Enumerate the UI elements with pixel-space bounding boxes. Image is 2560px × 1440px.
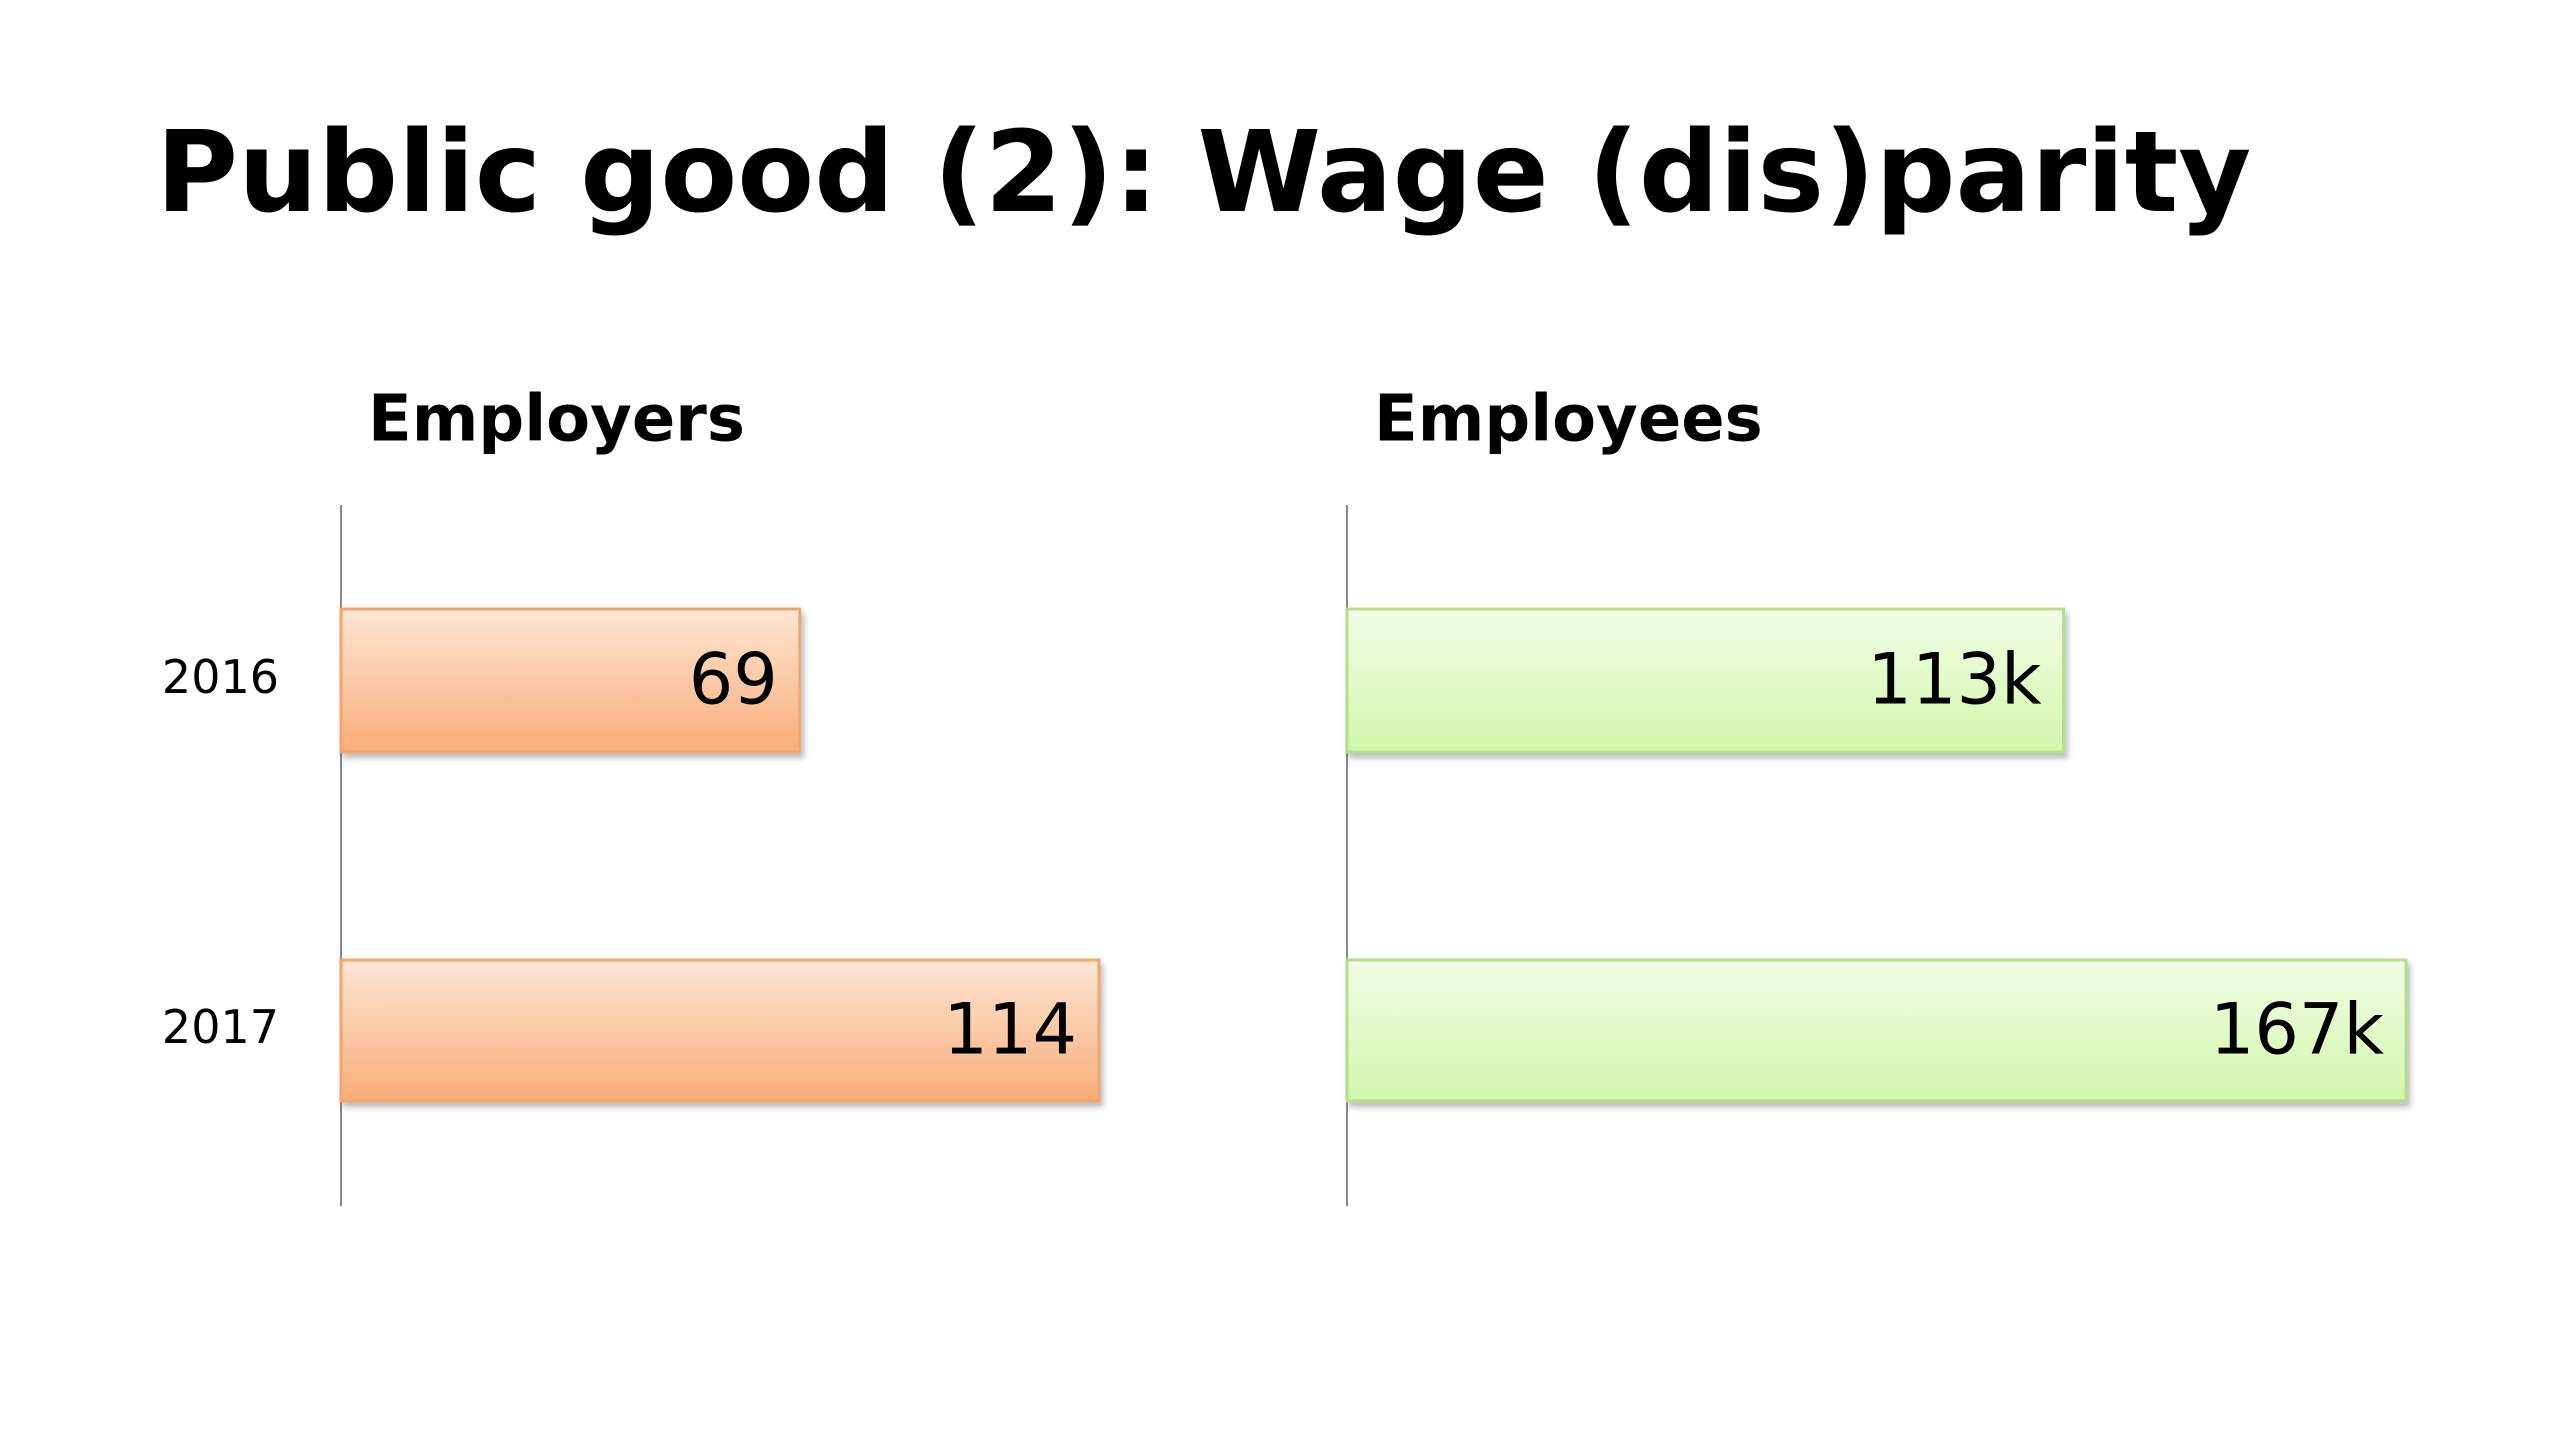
slide-title: Public good (2): Wage (dis)parity <box>156 108 2251 238</box>
value-label: 69 <box>689 639 778 721</box>
category-label: 2017 <box>162 1000 279 1054</box>
category-label: 2016 <box>162 650 279 704</box>
bar <box>1345 607 2066 754</box>
chart-title: Employers <box>368 383 745 457</box>
bar <box>339 607 802 754</box>
value-label: 167k <box>2210 989 2385 1071</box>
value-label: 114 <box>943 989 1077 1071</box>
chart-title: Employees <box>1374 383 1763 457</box>
bar <box>339 958 1101 1103</box>
value-label: 113k <box>1867 639 2042 721</box>
bar <box>1345 958 2408 1103</box>
